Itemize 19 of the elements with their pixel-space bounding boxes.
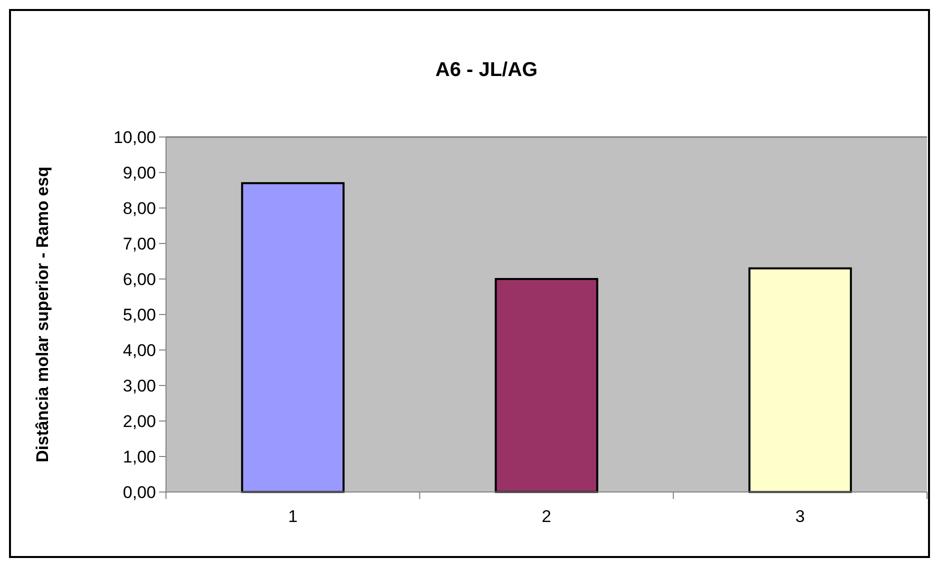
x-tick-label: 2 [542,507,552,526]
x-tick-label: 3 [795,507,805,526]
y-tick-label: 6,00 [122,270,156,289]
x-tick-label: 1 [288,507,298,526]
y-tick-label: 1,00 [122,447,156,466]
bar [241,182,345,493]
y-axis-title: Distância molar superior - Ramo esq [33,166,52,462]
y-tick-label: 0,00 [122,482,156,502]
bar [748,267,852,493]
y-tick-label: 10,00 [113,128,156,147]
y-tick-label: 3,00 [122,376,156,396]
y-tick-label: 4,00 [122,340,156,360]
chart-title: A6 - JL/AG [435,59,538,81]
y-tick-label: 9,00 [122,163,156,182]
y-tick-label: 2,00 [122,412,156,431]
bar [494,278,598,493]
y-tick-label: 5,00 [122,305,156,324]
y-tick-label: 7,00 [122,234,156,254]
y-tick-label: 8,00 [122,198,156,218]
